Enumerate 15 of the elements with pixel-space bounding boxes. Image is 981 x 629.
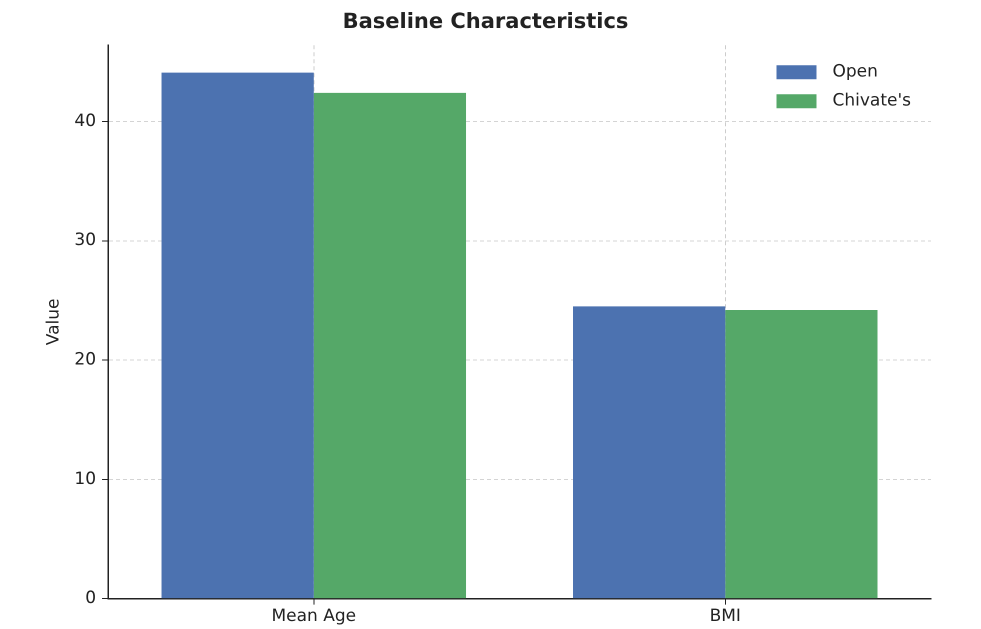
bar: [725, 310, 878, 598]
legend-label: Chivate's: [832, 90, 912, 111]
legend-label: Open: [832, 62, 878, 82]
y-tick-label: 20: [74, 349, 96, 370]
x-tick-label: Mean Age: [271, 606, 356, 626]
bar: [162, 72, 314, 598]
y-tick-label: 40: [74, 110, 96, 131]
y-axis-title: Value: [44, 298, 64, 346]
x-tick-label: BMI: [710, 606, 741, 626]
chart-title: Baseline Characteristics: [342, 9, 628, 34]
y-tick-label: 0: [85, 588, 96, 608]
bar: [573, 306, 726, 598]
y-tick-label: 30: [74, 230, 96, 250]
bar: [314, 92, 466, 598]
y-tick-label: 10: [74, 468, 96, 489]
